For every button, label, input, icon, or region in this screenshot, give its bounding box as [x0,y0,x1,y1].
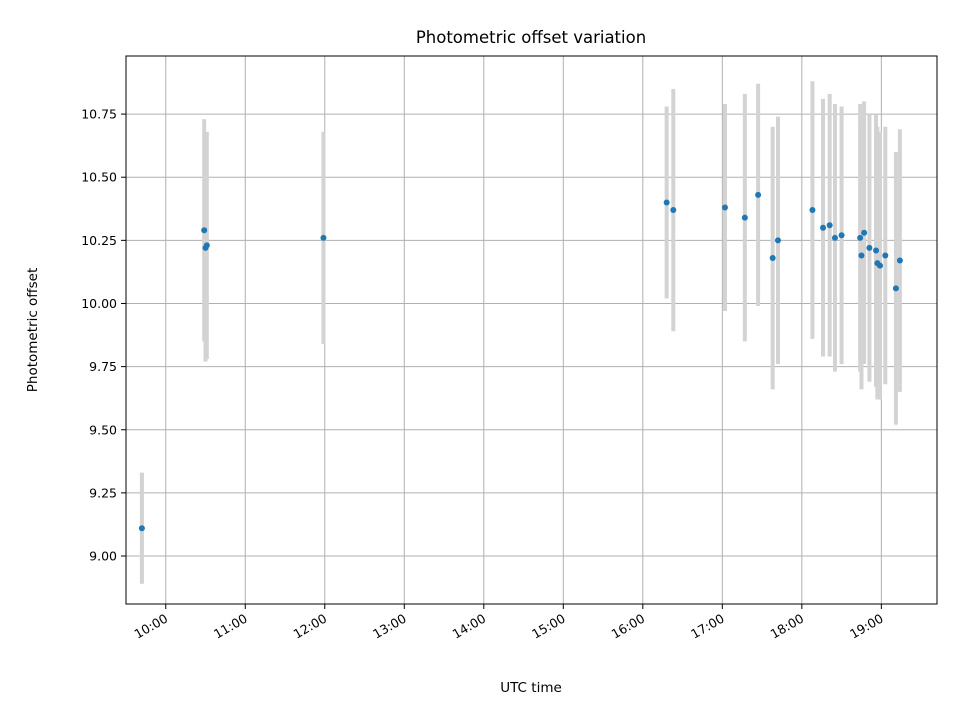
data-point [858,252,865,259]
data-point [809,207,816,214]
data-point [741,214,748,221]
data-point [877,262,884,269]
x-axis-label: UTC time [500,680,562,696]
data-point [663,199,670,206]
y-tick-label: 10.25 [81,233,117,248]
data-point [892,285,899,292]
data-point [831,234,838,241]
data-point [820,224,827,231]
data-point [866,244,873,251]
data-point [826,222,833,229]
data-point [769,255,776,262]
y-tick-label: 10.75 [81,107,117,122]
y-axis-label: Photometric offset [25,268,41,392]
data-points [138,191,903,532]
data-point [138,525,145,532]
data-point [670,207,677,214]
data-point [203,242,210,249]
y-tick-label: 10.50 [81,170,117,185]
chart-title: Photometric offset variation [416,28,646,47]
y-tick-label: 9.75 [89,359,117,374]
data-point [755,191,762,198]
y-tick-label: 9.00 [89,549,117,564]
data-point [721,204,728,211]
data-point [857,234,864,241]
y-tick-label: 9.25 [89,485,117,500]
data-point [320,234,327,241]
y-axis: 9.00 9.25 9.50 9.75 10.00 10.25 10.50 10.75 [81,107,126,564]
data-point [896,257,903,264]
data-point [838,232,845,239]
plot-frame [125,55,938,605]
data-point [201,227,208,234]
y-tick-label: 9.50 [89,422,117,437]
data-point [774,237,781,244]
data-point [882,252,889,259]
y-tick-label: 10.00 [81,296,117,311]
data-point [861,229,868,236]
data-point [873,247,880,254]
